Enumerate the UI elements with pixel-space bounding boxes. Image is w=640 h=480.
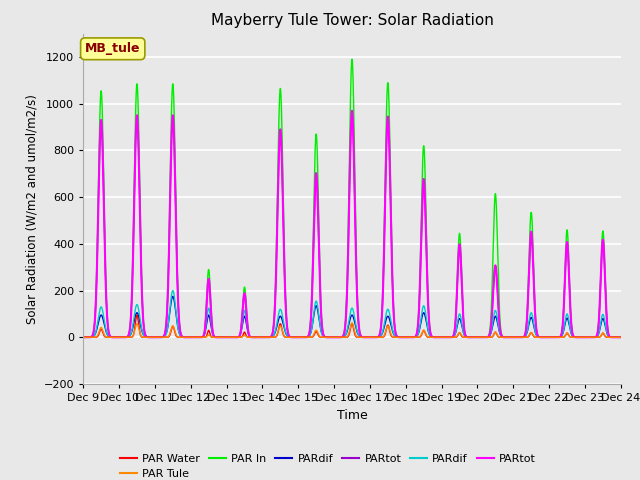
PARtot [321, 334, 329, 340]
PAR Tule [348, 320, 356, 325]
Text: MB_tule: MB_tule [85, 42, 141, 55]
PAR In [616, 335, 623, 340]
PAR In [79, 335, 87, 340]
PARtot [561, 265, 569, 271]
PAR Water [547, 335, 554, 340]
PARdif [321, 334, 329, 340]
PARdif [617, 335, 625, 340]
PAR In [422, 226, 430, 232]
PARtot [610, 335, 618, 340]
PARtot [547, 335, 554, 340]
Title: Mayberry Tule Tower: Solar Radiation: Mayberry Tule Tower: Solar Radiation [211, 13, 493, 28]
PAR Tule [223, 335, 230, 340]
PAR In [348, 57, 356, 62]
PAR In [223, 335, 230, 340]
Line: PAR In: PAR In [83, 60, 621, 337]
PAR Water [617, 335, 625, 340]
PAR Tule [79, 335, 87, 340]
PARtot [348, 108, 356, 114]
PARtot [348, 108, 356, 114]
PAR Tule [321, 335, 329, 340]
PARtot [79, 335, 87, 340]
PAR Tule [610, 335, 618, 340]
PAR Tule [561, 332, 569, 338]
PAR In [547, 335, 554, 340]
PAR Tule [616, 335, 623, 340]
PARdif [422, 315, 430, 321]
Legend: PAR Water, PAR Tule, PAR In, PARdif, PARtot, PARdif, PARtot: PAR Water, PAR Tule, PAR In, PARdif, PAR… [116, 449, 540, 480]
PARdif [616, 335, 623, 340]
Line: PAR Water: PAR Water [83, 315, 621, 337]
PARtot [561, 265, 569, 271]
PAR Water [616, 335, 623, 340]
PAR Water [133, 312, 141, 318]
PAR In [610, 335, 618, 340]
PAR In [321, 334, 329, 340]
PARdif [616, 335, 623, 340]
PARtot [616, 335, 623, 340]
PARtot [610, 335, 618, 340]
PARdif [321, 334, 329, 340]
PARtot [79, 335, 87, 340]
PARtot [547, 335, 554, 340]
PAR Tule [547, 335, 554, 340]
PAR Water [321, 335, 329, 340]
PARtot [223, 335, 230, 340]
PARdif [617, 335, 625, 340]
Y-axis label: Solar Radiation (W/m2 and umol/m2/s): Solar Radiation (W/m2 and umol/m2/s) [25, 94, 38, 324]
PARdif [547, 335, 554, 340]
PARtot [617, 335, 625, 340]
Line: PARdif: PARdif [83, 297, 621, 337]
PARtot [422, 245, 430, 251]
PARtot [617, 335, 625, 340]
PARdif [169, 288, 177, 293]
PARdif [610, 335, 618, 340]
PARdif [561, 317, 569, 323]
PAR In [617, 335, 625, 340]
PAR Tule [617, 335, 625, 340]
Line: PARtot: PARtot [83, 111, 621, 337]
PAR Water [561, 333, 569, 338]
PARtot [616, 335, 623, 340]
PAR Tule [422, 332, 430, 338]
PARdif [169, 294, 177, 300]
PARdif [561, 320, 569, 325]
PARdif [610, 335, 618, 340]
PAR Water [610, 335, 618, 340]
Line: PARtot: PARtot [83, 111, 621, 337]
PAR In [561, 256, 569, 262]
PARdif [547, 335, 554, 340]
PARdif [422, 319, 430, 325]
PAR Water [422, 333, 430, 339]
Line: PARdif: PARdif [83, 290, 621, 337]
PARtot [223, 335, 230, 340]
PARdif [223, 335, 230, 340]
Line: PAR Tule: PAR Tule [83, 323, 621, 337]
PARdif [79, 335, 87, 340]
PARdif [223, 335, 230, 340]
X-axis label: Time: Time [337, 408, 367, 421]
PARtot [422, 245, 430, 251]
PARdif [79, 335, 87, 340]
PAR Water [223, 335, 230, 340]
PARtot [321, 334, 329, 340]
PAR Water [79, 335, 87, 340]
